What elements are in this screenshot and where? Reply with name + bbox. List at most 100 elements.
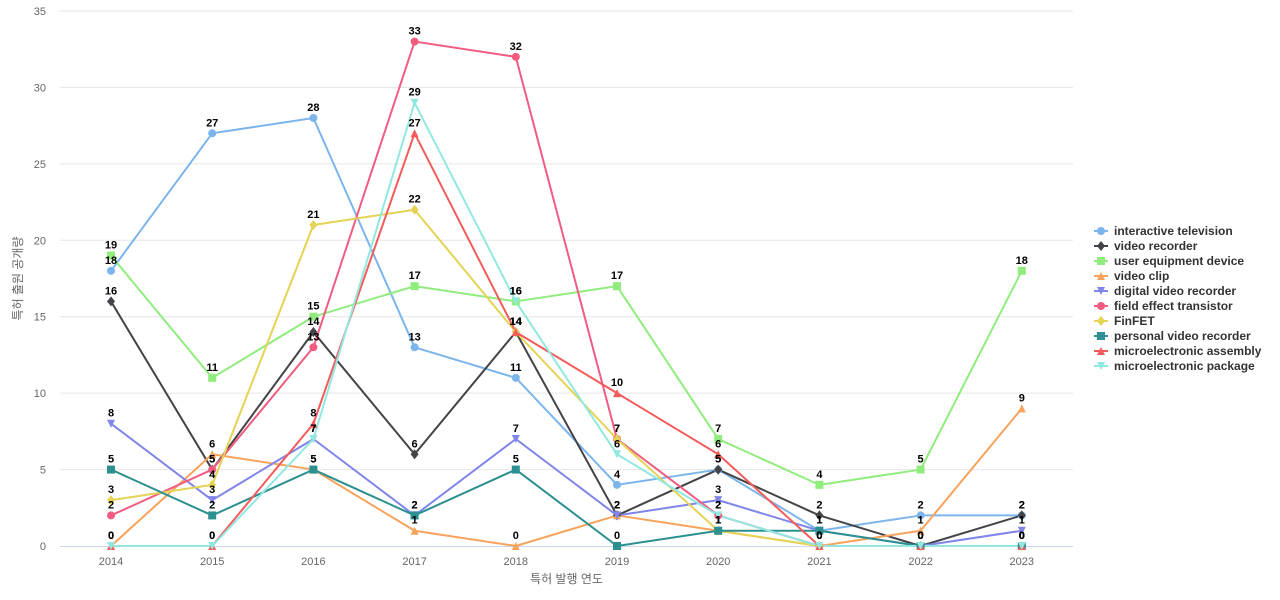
series-line-microelectronic-package bbox=[110, 101, 1023, 547]
x-tick-label: 2014 bbox=[99, 556, 123, 568]
data-label-interactive-television: 1 bbox=[816, 515, 822, 527]
data-label-microelectronic-package: 16 bbox=[510, 285, 522, 297]
data-label-video-clip: 1 bbox=[918, 515, 924, 527]
data-label-finfet: 4 bbox=[209, 469, 216, 481]
data-label-personal-video-recorder: 5 bbox=[108, 454, 114, 466]
data-point-video-clip bbox=[1017, 404, 1026, 413]
series-line-microelectronic-assembly bbox=[110, 132, 1023, 547]
legend-marker-personal-video-recorder bbox=[1097, 332, 1105, 340]
data-label-microelectronic-assembly: 27 bbox=[408, 117, 420, 129]
legend-marker-video-recorder bbox=[1097, 241, 1105, 251]
data-label-video-recorder: 16 bbox=[105, 285, 117, 297]
data-label-digital-video-recorder: 7 bbox=[310, 423, 316, 435]
legend-item-personal-video-recorder[interactable]: personal video recorder bbox=[1094, 329, 1251, 343]
data-label-video-clip: 0 bbox=[513, 530, 519, 542]
data-label-video-clip: 6 bbox=[209, 438, 215, 450]
data-label-user-equipment-device: 17 bbox=[408, 270, 420, 282]
data-point-finfet bbox=[208, 479, 217, 490]
data-point-interactive-television bbox=[309, 114, 318, 122]
data-label-field-effect-transistor: 32 bbox=[510, 41, 522, 53]
data-point-video-clip bbox=[410, 526, 419, 535]
data-point-interactive-television bbox=[107, 266, 115, 275]
data-label-finfet: 1 bbox=[715, 515, 721, 527]
data-point-user-equipment-device bbox=[410, 282, 419, 291]
data-point-digital-video-recorder bbox=[208, 496, 217, 505]
data-label-field-effect-transistor: 7 bbox=[614, 423, 620, 435]
data-label-user-equipment-device: 18 bbox=[1016, 255, 1028, 267]
legend-item-field-effect-transistor[interactable]: field effect transistor bbox=[1094, 299, 1233, 313]
legend-item-finfet[interactable]: FinFET bbox=[1094, 314, 1155, 328]
legend-item-user-equipment-device[interactable]: user equipment device bbox=[1094, 254, 1244, 268]
data-label-video-clip: 1 bbox=[715, 515, 721, 527]
data-point-user-equipment-device bbox=[714, 435, 723, 443]
legend-item-video-recorder[interactable]: video recorder bbox=[1094, 239, 1198, 253]
data-label-user-equipment-device: 5 bbox=[918, 454, 924, 466]
y-tick-label: 15 bbox=[34, 312, 46, 324]
data-label-interactive-television: 4 bbox=[614, 469, 621, 481]
data-point-video-recorder bbox=[815, 510, 824, 521]
x-tick-label: 2018 bbox=[504, 556, 528, 568]
data-label-finfet: 0 bbox=[1019, 530, 1025, 542]
legend-item-microelectronic-package[interactable]: microelectronic package bbox=[1094, 359, 1255, 373]
series-line-user-equipment-device bbox=[110, 254, 1023, 486]
data-point-user-equipment-device bbox=[916, 465, 925, 474]
data-label-microelectronic-package: 7 bbox=[310, 423, 316, 435]
data-point-microelectronic-package bbox=[309, 435, 318, 443]
data-label-video-clip: 0 bbox=[108, 530, 114, 542]
data-label-personal-video-recorder: 0 bbox=[918, 530, 924, 542]
data-label-digital-video-recorder: 2 bbox=[412, 499, 418, 511]
data-point-personal-video-recorder bbox=[107, 465, 115, 474]
data-label-digital-video-recorder: 2 bbox=[614, 499, 620, 511]
y-tick-label: 35 bbox=[34, 6, 46, 18]
data-label-digital-video-recorder: 1 bbox=[816, 515, 822, 527]
data-label-field-effect-transistor: 33 bbox=[408, 26, 420, 38]
legend-marker-interactive-television bbox=[1097, 227, 1105, 235]
legend-label-microelectronic-assembly: microelectronic assembly bbox=[1114, 344, 1262, 358]
data-point-video-clip bbox=[511, 542, 520, 550]
grid-lines bbox=[60, 10, 1073, 471]
data-label-user-equipment-device: 7 bbox=[715, 423, 721, 435]
data-label-personal-video-recorder: 5 bbox=[310, 454, 316, 466]
data-point-user-equipment-device bbox=[613, 282, 621, 291]
data-point-microelectronic-assembly bbox=[309, 419, 318, 428]
legend-item-interactive-television[interactable]: interactive television bbox=[1094, 224, 1233, 238]
y-axis-title: 특허 출원 공개량 bbox=[11, 237, 25, 321]
data-label-video-recorder: 6 bbox=[412, 438, 418, 450]
data-label-video-clip: 2 bbox=[614, 499, 620, 511]
data-point-personal-video-recorder bbox=[511, 465, 520, 474]
data-label-video-recorder: 14 bbox=[510, 316, 523, 328]
data-label-microelectronic-assembly: 0 bbox=[1019, 530, 1025, 542]
y-tick-label: 0 bbox=[40, 541, 46, 553]
data-point-microelectronic-package bbox=[815, 542, 824, 550]
x-tick-label: 2016 bbox=[301, 556, 325, 568]
x-tick-label: 2020 bbox=[706, 556, 730, 568]
data-point-microelectronic-package bbox=[916, 542, 925, 550]
legend-item-digital-video-recorder[interactable]: digital video recorder bbox=[1094, 284, 1236, 298]
legend-item-microelectronic-assembly[interactable]: microelectronic assembly bbox=[1094, 344, 1262, 358]
legend-label-video-clip: video clip bbox=[1114, 269, 1169, 283]
legend-label-digital-video-recorder: digital video recorder bbox=[1114, 284, 1236, 298]
legend-label-field-effect-transistor: field effect transistor bbox=[1114, 299, 1233, 313]
data-label-interactive-television: 2 bbox=[1019, 499, 1025, 511]
data-point-video-recorder bbox=[309, 327, 318, 337]
data-label-interactive-television: 13 bbox=[408, 331, 420, 343]
data-point-field-effect-transistor bbox=[107, 511, 115, 520]
data-point-field-effect-transistor bbox=[511, 52, 520, 61]
x-axis-ticks: 2014 2015 2016 2017 2018 2019 2020 2021 2022 2023 bbox=[99, 556, 1034, 568]
data-point-personal-video-recorder bbox=[410, 511, 419, 520]
data-label-personal-video-recorder: 0 bbox=[1019, 530, 1025, 542]
legend-marker-microelectronic-assembly bbox=[1097, 347, 1105, 355]
data-point-personal-video-recorder bbox=[815, 526, 824, 535]
data-point-interactive-television bbox=[916, 511, 925, 520]
legend-label-personal-video-recorder: personal video recorder bbox=[1114, 329, 1251, 343]
data-label-finfet: 3 bbox=[108, 484, 114, 496]
data-point-personal-video-recorder bbox=[714, 526, 723, 535]
data-point-microelectronic-package bbox=[1017, 542, 1026, 550]
data-label-finfet: 14 bbox=[510, 316, 523, 328]
data-point-interactive-television bbox=[208, 129, 217, 138]
x-tick-label: 2017 bbox=[402, 556, 426, 568]
y-tick-label: 25 bbox=[34, 159, 46, 171]
data-label-microelectronic-package: 6 bbox=[614, 438, 620, 450]
x-tick-label: 2023 bbox=[1010, 556, 1034, 568]
legend-item-video-clip[interactable]: video clip bbox=[1094, 269, 1169, 283]
